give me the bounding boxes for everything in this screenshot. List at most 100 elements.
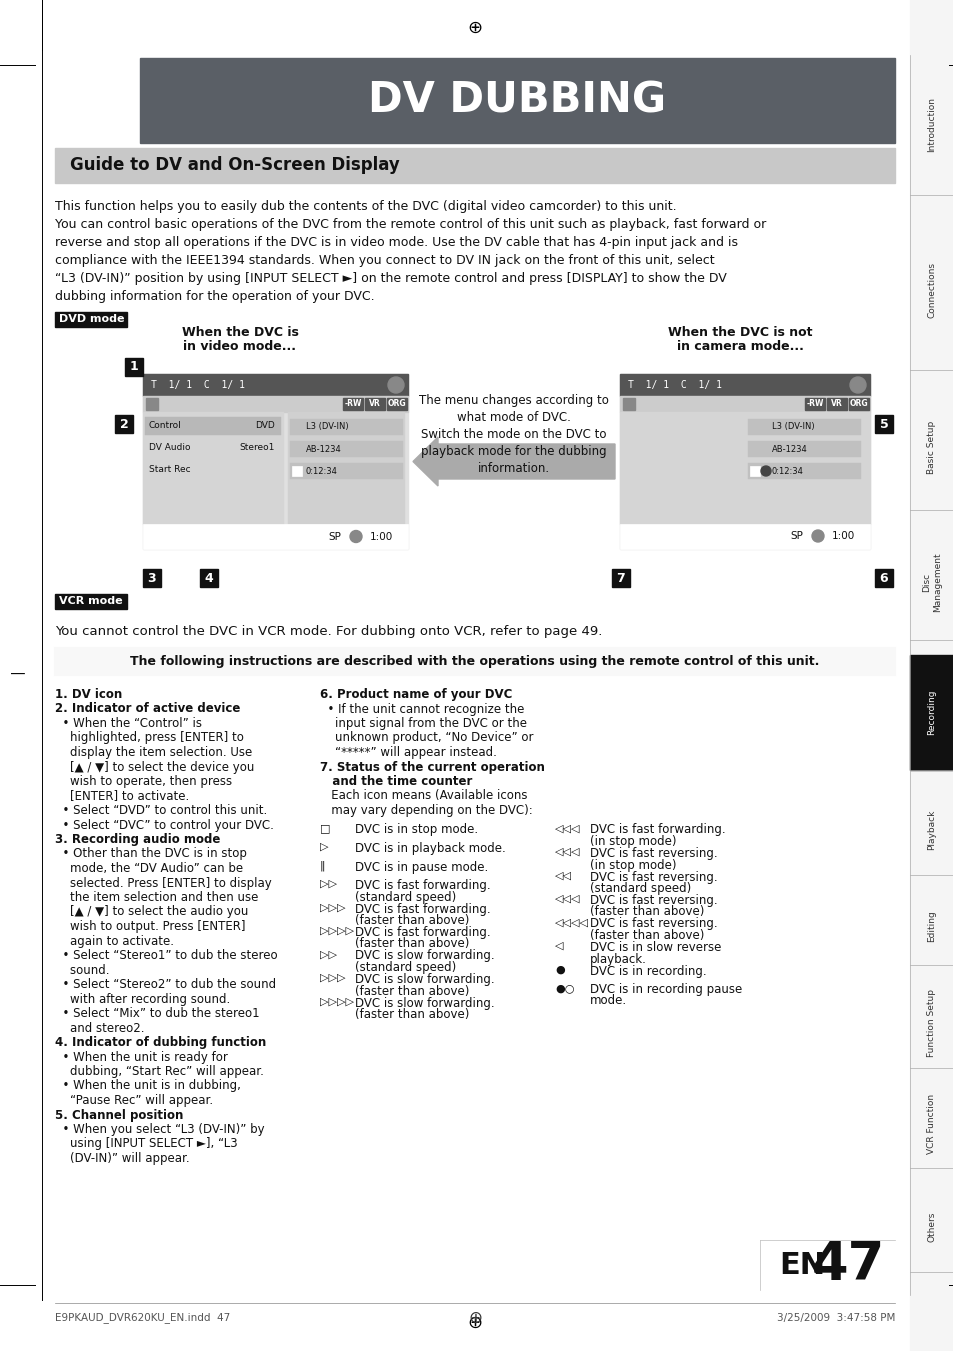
Text: and the time counter: and the time counter [319,775,472,788]
Text: 2: 2 [119,417,129,431]
Text: VR: VR [830,400,842,408]
Text: DVC is fast reversing.: DVC is fast reversing. [589,870,717,884]
Text: again to activate.: again to activate. [55,935,173,947]
Text: 7: 7 [616,571,625,585]
Text: (standard speed): (standard speed) [355,890,456,904]
Bar [115,415,132,434]
Text: VR: VR [369,400,380,408]
Text: Others: Others [926,1212,936,1242]
Bar [145,461,281,480]
Text: ⊕: ⊕ [468,1309,481,1327]
Text: DV DUBBING: DV DUBBING [368,80,666,122]
Text: information.: information. [477,462,550,476]
Text: DVC is in playback mode.: DVC is in playback mode. [355,842,505,855]
Text: 3. Recording audio mode: 3. Recording audio mode [55,834,220,846]
Bar [619,524,869,549]
Text: • Select “Stereo1” to dub the stereo: • Select “Stereo1” to dub the stereo [55,948,277,962]
Text: 1. DV icon: 1. DV icon [55,688,122,701]
Bar [848,399,868,409]
Text: T  1/ 1  C  1/ 1: T 1/ 1 C 1/ 1 [151,380,245,390]
Text: Basic Setup: Basic Setup [926,422,936,474]
Bar [143,412,283,524]
Text: ◁◁: ◁◁ [555,870,572,881]
Text: (standard speed): (standard speed) [355,961,456,974]
Text: [▲ / ▼] to select the device you: [▲ / ▼] to select the device you [55,761,254,774]
Text: and stereo2.: and stereo2. [55,1021,144,1035]
Bar [747,419,861,435]
Text: “Pause Rec” will appear.: “Pause Rec” will appear. [55,1094,213,1106]
Text: Playback: Playback [926,809,936,850]
Text: mode.: mode. [589,994,626,1008]
Text: DVC is in slow reverse: DVC is in slow reverse [589,942,720,954]
Text: Control: Control [149,422,182,431]
Circle shape [760,466,770,476]
Text: ⊕: ⊕ [467,1315,482,1332]
Text: input signal from the DVC or the: input signal from the DVC or the [319,717,526,730]
Text: DVD mode: DVD mode [59,315,125,324]
Text: 1:00: 1:00 [370,531,393,542]
Text: E9PKAUD_DVR620KU_EN.indd  47: E9PKAUD_DVR620KU_EN.indd 47 [55,1313,230,1324]
Text: DVC is slow forwarding.: DVC is slow forwarding. [355,997,494,1009]
Text: SP: SP [789,531,802,540]
Text: ●○: ●○ [555,984,574,993]
Text: DVC is fast reversing.: DVC is fast reversing. [589,917,717,931]
Text: -RW: -RW [805,400,822,408]
Text: ◁◁◁: ◁◁◁ [555,824,579,834]
Text: DVC is in recording.: DVC is in recording. [589,965,706,978]
Text: • Select “Stereo2” to dub the sound: • Select “Stereo2” to dub the sound [55,978,275,992]
Text: selected. Press [ENTER] to display: selected. Press [ENTER] to display [55,877,272,889]
Text: in video mode...: in video mode... [183,340,296,353]
Text: DVC is fast forwarding.: DVC is fast forwarding. [355,925,490,939]
Text: ORG: ORG [387,400,406,408]
Text: Function Setup: Function Setup [926,989,936,1056]
Text: playback.: playback. [589,952,646,966]
Text: ◁◁◁◁: ◁◁◁◁ [555,917,588,928]
Text: • Select “DVD” to control this unit.: • Select “DVD” to control this unit. [55,804,267,817]
Bar [804,399,824,409]
Text: (faster than above): (faster than above) [589,905,703,919]
Bar [343,399,363,409]
Bar [627,530,641,544]
Text: 6. Product name of your DVC: 6. Product name of your DVC [319,688,512,701]
Text: EN: EN [778,1251,824,1279]
Text: Each icon means (Available icons: Each icon means (Available icons [319,789,527,802]
Bar [143,374,408,396]
Text: L3 (DV-IN): L3 (DV-IN) [771,423,814,431]
Bar [749,466,760,476]
Circle shape [811,530,823,542]
Text: • When you select “L3 (DV-IN)” by: • When you select “L3 (DV-IN)” by [55,1123,264,1136]
Text: mode, the “DV Audio” can be: mode, the “DV Audio” can be [55,862,243,875]
Text: Introduction: Introduction [926,97,936,153]
Bar [826,399,846,409]
Text: (in stop mode): (in stop mode) [589,835,676,848]
Text: 5: 5 [879,417,887,431]
Text: ‖: ‖ [319,861,325,871]
Bar [55,149,894,182]
Text: wish to output. Press [ENTER]: wish to output. Press [ENTER] [55,920,245,934]
Text: 2. Indicator of active device: 2. Indicator of active device [55,703,240,716]
Bar [143,524,408,549]
Bar [151,530,165,544]
Text: DVC is fast reversing.: DVC is fast reversing. [589,894,717,907]
Text: 4: 4 [204,571,213,585]
Text: [ENTER] to activate.: [ENTER] to activate. [55,789,189,802]
Text: 6: 6 [879,571,887,585]
Text: compliance with the IEEE1394 standards. When you connect to DV IN jack on the fr: compliance with the IEEE1394 standards. … [55,254,714,267]
Bar [387,399,407,409]
Text: The menu changes according to: The menu changes according to [418,394,608,407]
Text: ▷▷▷: ▷▷▷ [319,902,345,912]
Text: ―: ― [11,667,25,682]
Text: may vary depending on the DVC):: may vary depending on the DVC): [319,804,532,817]
Bar [146,399,158,409]
Bar [143,396,408,412]
Text: (in stop mode): (in stop mode) [589,858,676,871]
Text: DVC is in stop mode.: DVC is in stop mode. [355,824,477,836]
Text: (faster than above): (faster than above) [355,1008,469,1021]
Text: • If the unit cannot recognize the: • If the unit cannot recognize the [319,703,524,716]
Text: ⊕: ⊕ [467,19,482,36]
Bar [747,463,861,480]
Text: ◁: ◁ [555,942,563,951]
Text: T  1/ 1  C  1/ 1: T 1/ 1 C 1/ 1 [627,380,721,390]
Bar [125,358,143,376]
Text: sound.: sound. [55,963,110,977]
